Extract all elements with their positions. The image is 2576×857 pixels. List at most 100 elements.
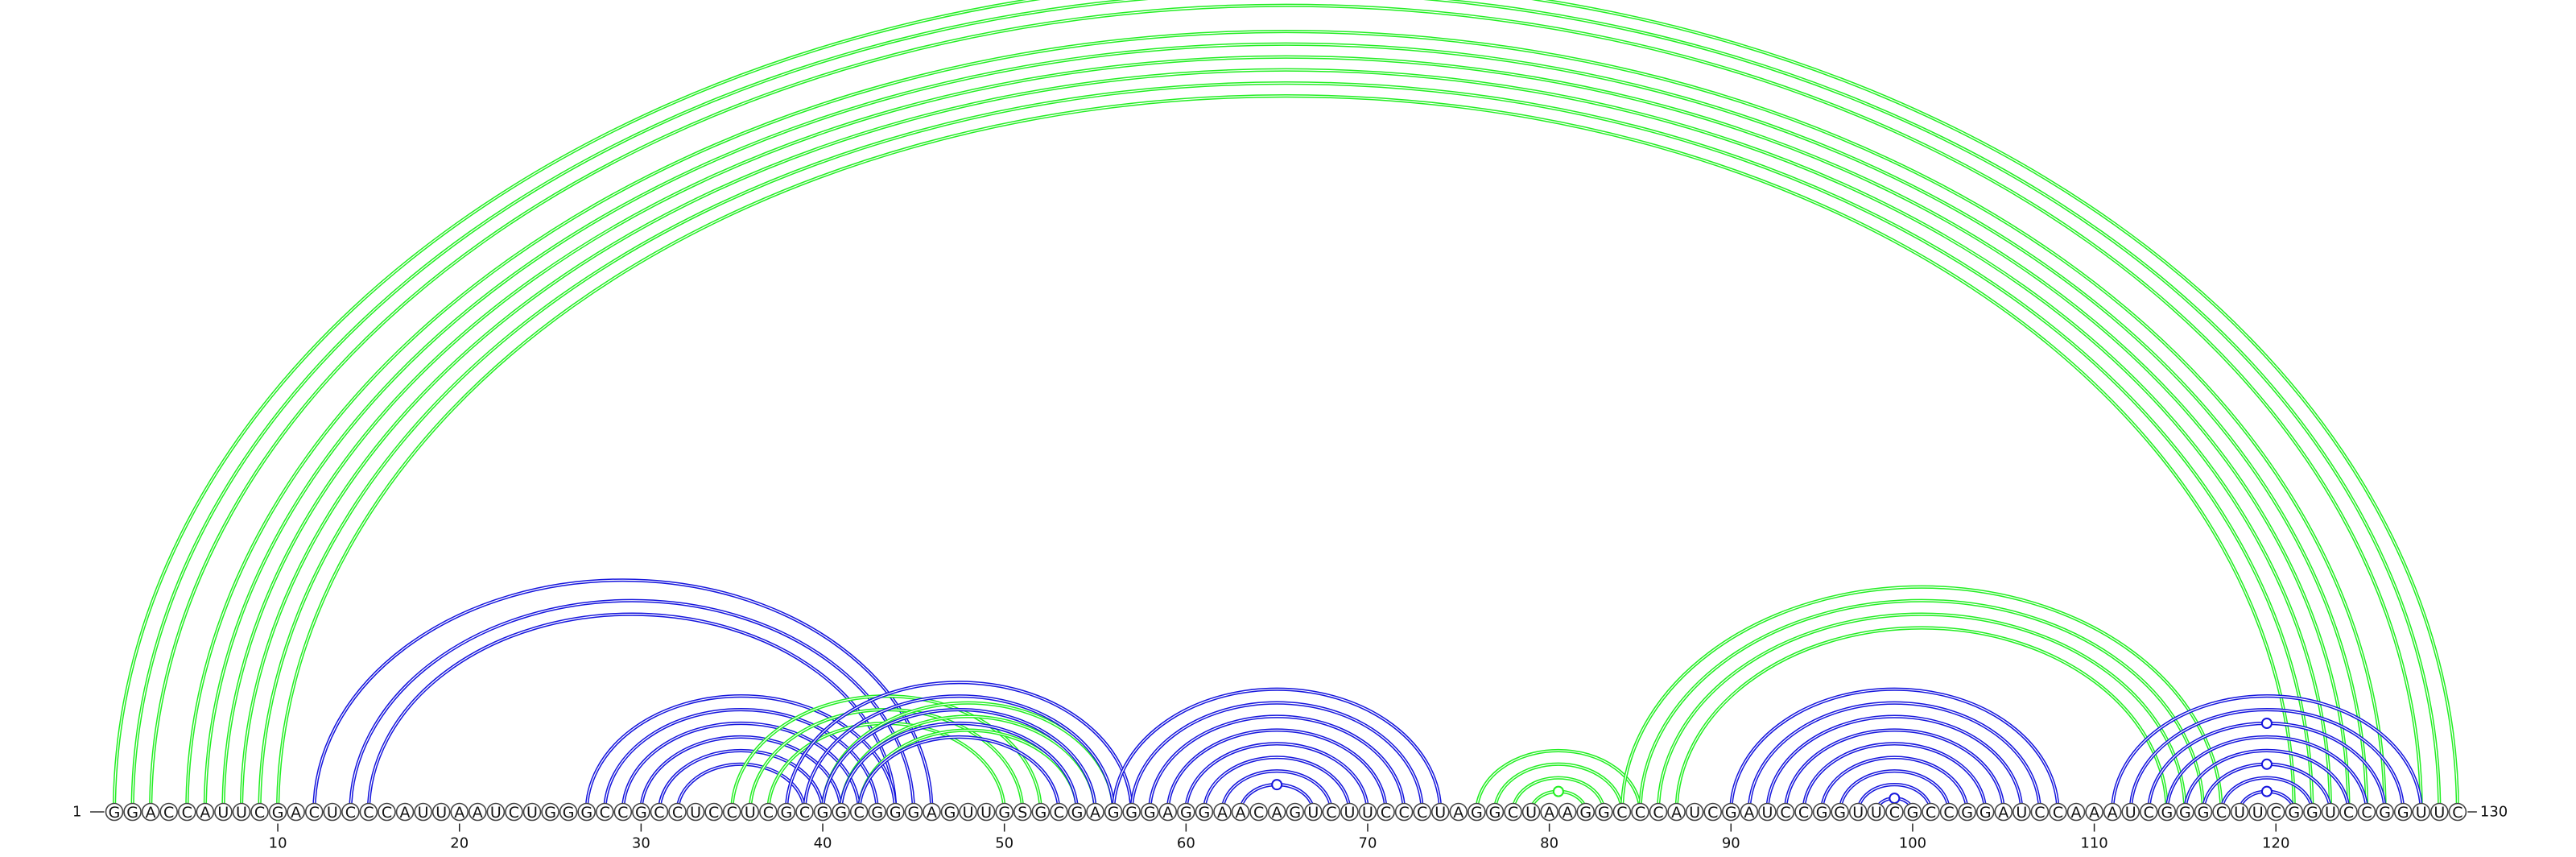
nucleotide: U <box>2321 802 2340 822</box>
helix-9 <box>1622 587 2222 812</box>
nucleotide-letter: C <box>1798 804 1809 822</box>
nucleotide-circle <box>1303 802 1323 822</box>
nucleotide-letter: A <box>1671 804 1682 822</box>
helix-6 <box>784 681 1133 813</box>
base-pair-arc-inner <box>1802 743 1986 813</box>
nucleotide-circle <box>214 802 233 822</box>
nucleotide-circle <box>741 802 760 822</box>
nucleotide-letter: C <box>617 804 628 822</box>
position-axis: 10 20 30 40 50 60 70 80 90 100 110 120 <box>269 823 2289 852</box>
nucleotide-letter: G <box>580 804 592 822</box>
nucleotide-circle <box>2103 802 2122 822</box>
nucleotide-circle <box>1631 802 1649 822</box>
nucleotide-letter: C <box>163 804 174 822</box>
nucleotide-circle <box>2230 802 2249 822</box>
nucleotide-letter: G <box>1108 804 1120 822</box>
nucleotide: A <box>1267 802 1286 822</box>
nucleotide-letter: G <box>907 804 919 822</box>
nucleotide: C <box>2266 802 2285 822</box>
nucleotide-circle <box>1340 802 1359 822</box>
nucleotide: A <box>1994 802 2013 822</box>
nucleotide: G <box>2176 802 2194 822</box>
nucleotide-circle <box>2013 802 2031 822</box>
nucleotide-circle <box>2194 802 2213 822</box>
nucleotide: C <box>1394 802 1414 822</box>
nucleotide-letter: C <box>2271 804 2281 822</box>
nucleotide: U <box>214 802 233 822</box>
nucleotide-letter: A <box>291 804 301 822</box>
nucleotide-letter: U <box>1525 804 1537 822</box>
nucleotide: G <box>1104 802 1123 822</box>
nucleotide-circle <box>1885 802 1904 822</box>
nucleotide: C <box>722 802 741 822</box>
nucleotide: G <box>1595 802 1613 822</box>
base-pair-arc <box>2165 735 2369 813</box>
nucleotide-circle <box>1975 802 1995 822</box>
nucleotide-letter: C <box>600 804 610 822</box>
nucleotide: G <box>886 802 905 822</box>
nucleotide-letter: A <box>454 804 464 822</box>
nucleotide: G <box>541 802 559 822</box>
base-pair-arc-inner <box>313 579 933 813</box>
base-pair-arc-inner <box>1657 614 2186 813</box>
nucleotide-circle <box>196 802 215 822</box>
nucleotide-circle <box>868 802 887 822</box>
nucleotide-circle <box>1195 802 1214 822</box>
nucleotide: A <box>1158 802 1178 822</box>
nucleotide-letter: G <box>544 804 556 822</box>
nucleotide: G <box>1177 802 1195 822</box>
nucleotide: A <box>1558 802 1577 822</box>
nucleotide-letter: G <box>890 804 902 822</box>
nucleotide: C <box>1631 802 1649 822</box>
nucleotide-circle <box>1867 802 1886 822</box>
nucleotide-circle <box>1485 802 1505 822</box>
nucleotide: C <box>359 802 378 822</box>
nucleotide-letter: C <box>182 804 192 822</box>
nucleotide-circle <box>559 802 578 822</box>
base-pair-arc-inner <box>676 764 806 813</box>
nucleotide-letter: U <box>2434 804 2445 822</box>
nucleotide-circle <box>2176 802 2194 822</box>
nucleotide-letter: C <box>854 804 865 822</box>
nucleotide-letter: A <box>1453 804 1463 822</box>
nucleotide-circle <box>832 802 850 822</box>
nucleotide: C <box>1377 802 1395 822</box>
nucleotide-letter: U <box>327 804 338 822</box>
nucleotide: G <box>1195 802 1214 822</box>
nucleotide-letter: U <box>745 804 756 822</box>
nucleotide-letter: U <box>2252 804 2264 822</box>
nucleotide: U <box>741 802 760 822</box>
nucleotide-circle <box>2049 802 2067 822</box>
nucleotide: G <box>2393 802 2413 822</box>
nucleotide-letter: U <box>1362 804 1373 822</box>
arc-marker <box>2260 785 2273 797</box>
nucleotide: G <box>1468 802 1486 822</box>
base-pair-arc <box>242 70 2330 812</box>
nucleotide: U <box>522 802 542 822</box>
nucleotide-circle <box>123 802 142 822</box>
nucleotide: C <box>759 802 778 822</box>
base-pair-arc-inner <box>1131 702 1423 813</box>
nucleotide: C <box>1050 802 1068 822</box>
nucleotide-letter: U <box>690 804 701 822</box>
nucleotide: U <box>2013 802 2031 822</box>
tick-label: 100 <box>1899 835 1926 852</box>
nucleotide-letter: C <box>1653 804 1663 822</box>
nucleotide-letter: C <box>1417 804 1427 822</box>
nucleotide-circle <box>1213 802 1232 822</box>
nucleotide-letter: C <box>763 804 774 822</box>
nucleotide: G <box>1031 802 1051 822</box>
nucleotide-letter: G <box>272 804 284 822</box>
nucleotide-circle <box>577 802 596 822</box>
nucleotide-letter: G <box>835 804 847 822</box>
nucleotide-circle <box>1249 802 1268 822</box>
nucleotide-letter: G <box>1034 804 1046 822</box>
base-pair-arc <box>185 29 2387 813</box>
nucleotide: U <box>2230 802 2249 822</box>
nucleotide-circle <box>650 802 669 822</box>
nucleotide: A <box>395 802 415 822</box>
nucleotide-letter: C <box>1508 804 1518 822</box>
nucleotide: C <box>1885 802 1904 822</box>
nucleotide: C <box>650 802 669 822</box>
nucleotide-circle <box>813 802 832 822</box>
